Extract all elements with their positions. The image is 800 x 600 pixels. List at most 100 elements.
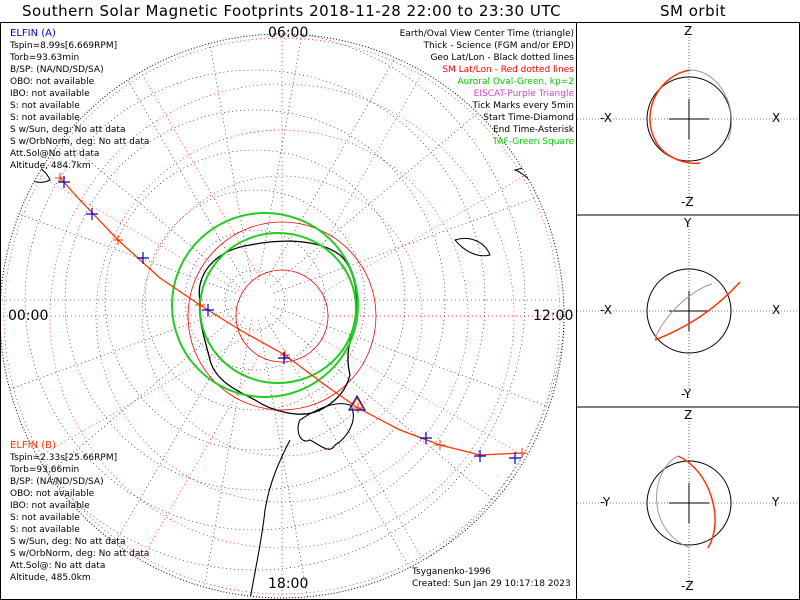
geo-lon-line <box>258 34 313 281</box>
mlt-label-top: 06:00 <box>268 25 309 41</box>
sm-lat-circle <box>141 175 423 457</box>
legend: Earth/Oval View Center Time (triangle) Th… <box>400 28 574 148</box>
elfin-b-tick <box>517 448 527 458</box>
elfin-a-info-line: S: not available <box>10 113 80 123</box>
sm-lat-circle <box>49 83 515 549</box>
elfin-orbit-trace <box>654 283 713 341</box>
sm-lat-circle <box>235 269 329 363</box>
sm-lon-line <box>304 64 428 277</box>
elfin-b-info-line: IBO: not available <box>10 501 90 511</box>
orbit-axis-label: -X <box>600 111 612 125</box>
sm-lon-line <box>304 355 428 568</box>
earth-center-cross <box>669 99 709 139</box>
elfin-orbit-trace <box>654 281 741 341</box>
orbit-axis-label: Z <box>684 408 693 422</box>
elfin-b-info-line: S w/OrbNorm, deg: No att data <box>10 549 150 559</box>
geo-lon-line <box>264 34 421 283</box>
earth-circle <box>646 76 732 162</box>
dial-outline <box>0 33 565 599</box>
sm-lon-line <box>136 64 260 277</box>
mlt-label-left: 00:00 <box>8 308 49 324</box>
view-center-triangle <box>350 397 364 409</box>
elfin-a-panel: ELFIN (A) Tspin=8.99s[6.669RPM] Torb=93.6… <box>10 28 149 172</box>
legend-entry: Thick - Science (FGM and/or EPD) <box>423 41 574 51</box>
orbit-axis-label: -X <box>600 303 612 317</box>
geo-lat-circle <box>144 189 366 411</box>
geo-lon-line <box>270 312 508 513</box>
elfin-a-tick <box>420 432 432 444</box>
orbit-axis-label: X <box>772 111 781 125</box>
geo-lat-circle <box>0 34 526 571</box>
elfin-b-info-line: Torb=93.66min <box>10 465 80 475</box>
orbit-axis-label: Y <box>684 216 692 230</box>
legend-entry: Auroral Oval-Green, kp=2 <box>457 77 574 87</box>
geo-lat-circle <box>104 149 406 451</box>
legend-entry: End Time-Asterisk <box>492 125 574 135</box>
elfin-b-info-line: OBO: not available <box>10 489 95 499</box>
elfin-a-info-line: Att.Sol@No att data <box>10 149 100 159</box>
sm-lon-line <box>30 338 243 462</box>
earth-circle <box>646 460 732 546</box>
elfin-a-tick <box>474 450 486 462</box>
geo-lon-line <box>273 306 564 414</box>
elfin-b-tick <box>195 300 205 310</box>
geo-lat-circle <box>24 69 486 531</box>
geo-lon-line <box>273 186 564 294</box>
elfin-a-tick <box>137 252 149 264</box>
elfin-a-info-line: Tspin=8.99s[6.669RPM] <box>10 41 118 51</box>
elfin-a-info-line: S w/Sun, deg: No att data <box>10 125 126 135</box>
sm-lon-line <box>321 338 534 462</box>
legend-entry: TAF-Green Square <box>492 137 574 147</box>
elfin-a-info-line: S w/OrbNorm, deg: No att data <box>10 137 150 147</box>
elfin-b-name: ELFIN (B) <box>10 440 56 451</box>
legend-entry: SM Lat/Lon - Red dotted lines <box>442 65 574 75</box>
elfin-a-tick <box>202 304 214 316</box>
south-america-coastline <box>297 403 354 450</box>
elfin-a-info-line: S: not available <box>10 101 80 111</box>
geo-lat-circle <box>64 109 446 491</box>
page-title: Southern Solar Magnetic Footprints 2018-… <box>22 2 562 20</box>
legend-entry: Tick Marks every 5min <box>472 101 574 111</box>
elfin-a-tick <box>278 352 290 364</box>
geo-lat-circle <box>224 269 286 331</box>
south-america-coastline <box>249 439 291 598</box>
geo-lon-line <box>197 34 252 281</box>
elfin-a-info-line: OBO: not available <box>10 77 95 87</box>
elfin-orbit-trace <box>649 69 701 165</box>
elfin-b-tick <box>113 235 123 245</box>
elfin-a-info: Tspin=8.99s[6.669RPM] Torb=93.63min B/SP: … <box>10 40 149 172</box>
orbit-axis-label: Y <box>772 495 780 509</box>
orbit-axis-label: X <box>772 303 781 317</box>
orbit-axis-label: -Y <box>600 495 611 509</box>
sm-lon-line <box>136 355 260 568</box>
elfin-orbit-trace <box>656 455 691 549</box>
orbit-axis-label: -Z <box>681 195 694 209</box>
elfin-a-tick <box>58 176 70 188</box>
elfin-b-info: Tspin=2.33s[25.66RPM] Torb=93.66min B/SP: … <box>10 452 149 584</box>
elfin-b-info-line: Tspin=2.33s[25.66RPM] <box>10 453 118 463</box>
elfin-b-info-line: S w/Sun, deg: No att data <box>10 537 126 547</box>
view-center-triangle <box>347 394 367 411</box>
earth-center-cross <box>669 483 709 523</box>
created-label: Created: Sun Jan 29 10:17:18 2023 <box>412 579 571 589</box>
legend-entry: EISCAT-Purple Triangle <box>473 89 574 99</box>
elfin-a-info-line: Altitude, 484.7km <box>10 161 91 171</box>
elfin-orbit-trace <box>677 455 716 549</box>
sm-lon-line <box>30 170 243 294</box>
legend-entry: Geo Lat/Lon - Black dotted lines <box>430 53 574 63</box>
elfin-b-tick <box>55 173 65 183</box>
orbit-title: SM orbit <box>660 2 727 20</box>
elfin-b-info-line: Att.Sol@: No att data <box>10 561 106 571</box>
orbit-axis-label: -Z <box>681 579 694 593</box>
mlt-label-bottom: 18:00 <box>268 576 309 592</box>
elfin-b-tick <box>435 440 445 450</box>
elfin-b-info-line: Altitude, 485.0km <box>10 573 91 583</box>
elfin-a-info-line: Torb=93.63min <box>10 53 80 63</box>
sm-lon-line <box>321 170 534 294</box>
elfin-b-info-line: B/SP: (NA/ND/SD/SA) <box>10 477 104 487</box>
elfin-a-tick <box>86 208 98 220</box>
new-zealand-coastline <box>454 237 491 257</box>
elfin-orbit-trace <box>689 69 733 141</box>
legend-entry: Earth/Oval View Center Time (triangle) <box>399 29 574 39</box>
